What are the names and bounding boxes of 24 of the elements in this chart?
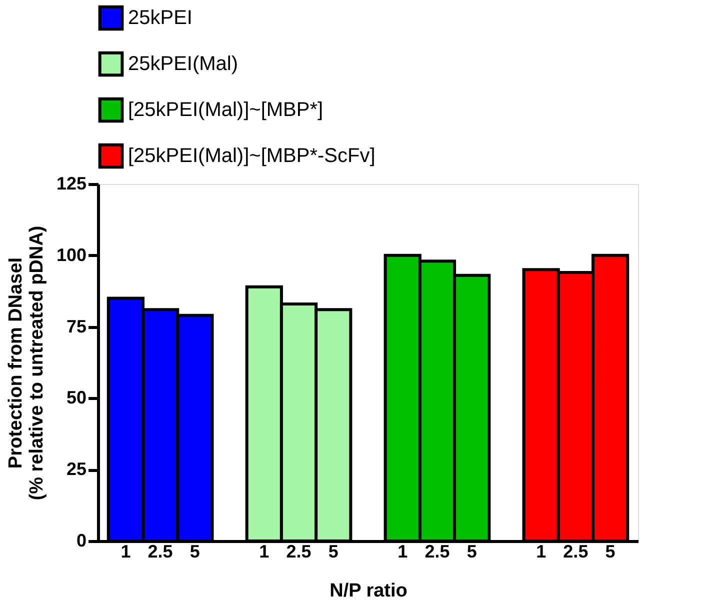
x-tick-label: 1: [536, 542, 546, 562]
legend-label: [25kPEI(Mal)]~[MBP*]: [128, 99, 324, 121]
x-tick-label: 5: [328, 542, 338, 562]
y-tick-label: 100: [56, 244, 86, 265]
y-tick-label: 75: [66, 316, 86, 336]
legend-label: 25kPEI(Mal): [128, 53, 238, 75]
x-tick-label: 2.5: [563, 542, 588, 562]
legend-label: [25kPEI(Mal)]~[MBP*-ScFv]: [128, 145, 376, 167]
x-axis-title: N/P ratio: [330, 580, 408, 602]
y-axis-title: Protection from DNaseI (% relative to untreated pDNA): [5, 226, 48, 500]
y-tick-label: 0: [76, 530, 86, 550]
y-tick-label: 50: [66, 388, 86, 408]
legend-label: 25kPEI: [128, 7, 192, 29]
x-tick-label: 1: [259, 542, 270, 562]
x-tick-label: 2.5: [424, 542, 450, 562]
x-tick-label: 5: [466, 542, 477, 562]
y-tick-label: 25: [66, 459, 86, 480]
x-tick-label: 5: [190, 542, 200, 562]
x-tick-label: 5: [605, 542, 616, 562]
x-tick-label: 1: [398, 542, 408, 562]
x-tick-label: 1: [120, 542, 131, 562]
x-tick-label: 2.5: [148, 542, 173, 562]
y-tick-label: 125: [56, 174, 86, 194]
x-tick-label: 2.5: [286, 542, 312, 562]
